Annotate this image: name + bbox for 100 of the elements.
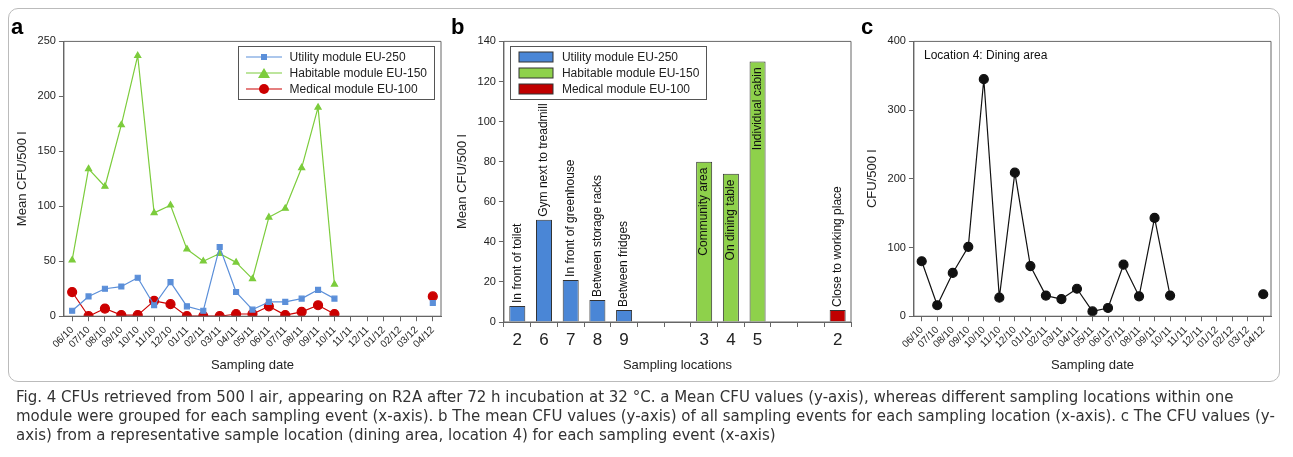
point (314, 103, 322, 110)
x-tick-label: 4 (726, 329, 736, 349)
point (265, 298, 272, 305)
point (281, 204, 289, 211)
point (932, 300, 943, 311)
chart-title: a (11, 14, 24, 40)
point (916, 256, 927, 267)
y-tick-label: 300 (887, 103, 906, 116)
point (1009, 167, 1020, 178)
point (118, 283, 125, 290)
y-tick-label: 140 (477, 34, 496, 47)
point (249, 306, 256, 313)
annotation: Gym next to treadmill (536, 103, 551, 217)
point (298, 163, 306, 171)
point (85, 293, 92, 300)
point (67, 286, 78, 298)
point (331, 295, 338, 302)
point (312, 300, 324, 311)
point (248, 274, 257, 282)
point (296, 306, 307, 317)
point (1165, 290, 1176, 301)
point (330, 280, 339, 287)
y-tick-label: 20 (483, 274, 496, 287)
point (1040, 290, 1052, 301)
point (1087, 306, 1098, 317)
y-tick-label: 250 (37, 34, 56, 47)
point (101, 285, 109, 292)
annotation: In front of greenhouse (563, 159, 578, 277)
point (68, 256, 76, 263)
y-tick-label: 200 (887, 171, 906, 184)
y-tick-label: 200 (37, 89, 56, 102)
y-tick-label: 100 (37, 199, 56, 212)
caption: Fig. 4 CFUs retrieved from 500 l air, appearing on R2A after 72 h incubation at 32 °C. a Mean CFU values (y-axis), whereas different sampling locations within one module were grouped for each sampling event (x-axis). b The mean CFU values (y-axis) of all sampling events for each sampling location (x-axis). c The CFU values (y-axis) from a representative sample location (dining area, location 4) for each sampling event (x-axis) (15, 388, 1276, 445)
point (298, 295, 305, 302)
point (134, 274, 141, 281)
legend-label: Utility module EU-250 (289, 49, 406, 66)
annotation: In front of toilet (509, 222, 524, 303)
point (99, 303, 111, 314)
annotation: Community area (696, 167, 711, 256)
y-tick-label: 0 (49, 309, 56, 322)
point (1025, 260, 1036, 272)
point (117, 120, 125, 128)
legend-label: Medical module EU-100 (289, 81, 418, 98)
legend-label: Medical module EU-100 (561, 81, 690, 98)
x-tick-label: 2 (512, 329, 523, 349)
y-tick-label: 100 (477, 114, 496, 127)
annotation: Close to working place (829, 185, 844, 307)
point (167, 279, 174, 286)
point (166, 201, 175, 208)
point (429, 299, 436, 307)
point (947, 267, 958, 279)
x-tick-label: 9 (619, 329, 629, 349)
x-tick-label: 2 (832, 329, 843, 349)
point (282, 298, 289, 305)
annotation: Between fridges (616, 220, 631, 307)
point (101, 182, 109, 189)
point (978, 74, 989, 85)
annotation: Location 4: Dining area (923, 47, 1048, 62)
x-axis-title: Sampling locations (622, 356, 733, 372)
x-axis-title: Sampling date (1050, 356, 1135, 372)
point (232, 258, 240, 265)
point (216, 243, 223, 251)
y-axis-title: Mean CFU/500 l (454, 134, 470, 230)
chart-title: b (451, 14, 465, 40)
annotation: Individual cabin (749, 67, 764, 151)
point (69, 307, 76, 314)
y-tick-label: 120 (477, 74, 496, 87)
point (84, 164, 93, 172)
y-tick-label: 150 (37, 144, 56, 157)
y-tick-label: 0 (899, 309, 906, 322)
point (265, 213, 273, 220)
point (183, 303, 190, 310)
point (329, 308, 340, 317)
x-axis-title: Sampling date (210, 356, 295, 372)
point (199, 257, 207, 264)
y-axis-title: CFU/500 l (864, 149, 880, 209)
y-tick-label: 60 (483, 194, 496, 207)
point (200, 307, 207, 314)
y-tick-label: 0 (489, 315, 496, 328)
point (134, 51, 142, 59)
point (165, 299, 176, 310)
legend-label: Habitable module EU-150 (289, 65, 427, 82)
y-tick-label: 50 (43, 254, 56, 267)
point (1071, 283, 1083, 294)
x-tick-label: 8 (592, 329, 603, 349)
point (1056, 293, 1067, 305)
x-tick-label: 7 (565, 329, 576, 349)
point (1133, 291, 1145, 302)
point (963, 241, 974, 252)
point (233, 288, 240, 296)
point (314, 286, 322, 293)
point (150, 208, 158, 216)
x-tick-label: 5 (752, 329, 763, 349)
point (183, 245, 191, 252)
point (994, 292, 1005, 303)
point (1149, 212, 1160, 224)
point (1118, 259, 1129, 270)
annotation: On dining table (723, 179, 738, 261)
legend-label: Utility module EU-250 (561, 49, 678, 66)
y-tick-label: 100 (887, 240, 906, 253)
